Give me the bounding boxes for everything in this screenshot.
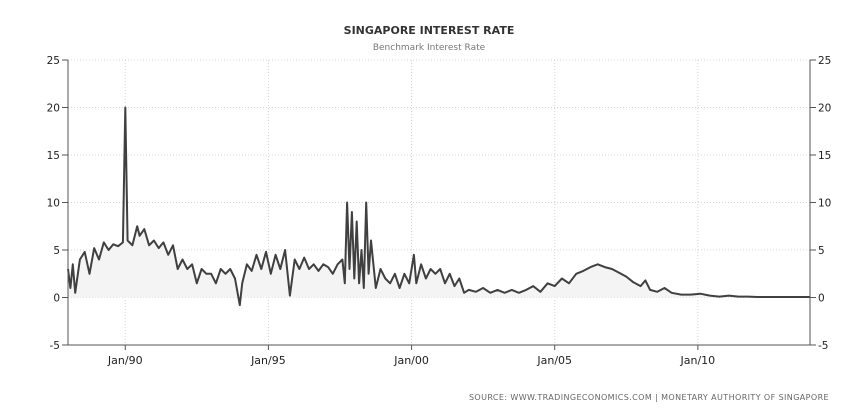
y-tick-label: 20	[47, 103, 60, 115]
y-tick-label: 5	[53, 245, 60, 257]
y-tick-label: 0	[53, 293, 60, 305]
source-note: SOURCE: WWW.TRADINGECONOMICS.COM | MONET…	[469, 393, 829, 402]
y-tick-label: 15	[47, 150, 60, 162]
x-axis: Jan/90 Jan/95 Jan/00 Jan/05 Jan/10	[107, 345, 715, 367]
y-tick-label: 10	[818, 198, 831, 210]
x-tick-label: Jan/95	[250, 354, 286, 367]
y-tick-label: -5	[50, 340, 60, 352]
y-tick-label: 15	[818, 150, 831, 162]
chart-title: SINGAPORE INTEREST RATE	[344, 24, 515, 37]
y-tick-label: 25	[47, 55, 60, 67]
series-line	[67, 106, 810, 307]
y-tick-label: 25	[818, 55, 831, 67]
y-axis-right: -5 0 5 10 15 20 25	[810, 55, 831, 352]
y-axis-left: -5 0 5 10 15 20 25	[47, 55, 68, 352]
series-area-fill	[68, 107, 810, 306]
y-tick-label: 20	[818, 103, 831, 115]
x-tick-label: Jan/90	[107, 354, 143, 367]
grid-lines	[68, 59, 810, 346]
chart-subtitle: Benchmark Interest Rate	[373, 43, 486, 53]
x-tick-label: Jan/10	[680, 354, 716, 367]
y-tick-label: 5	[818, 245, 825, 257]
y-tick-label: -5	[818, 340, 828, 352]
x-tick-label: Jan/00	[393, 354, 429, 367]
y-tick-label: 10	[47, 198, 60, 210]
x-tick-label: Jan/05	[536, 354, 572, 367]
y-tick-label: 0	[818, 293, 825, 305]
